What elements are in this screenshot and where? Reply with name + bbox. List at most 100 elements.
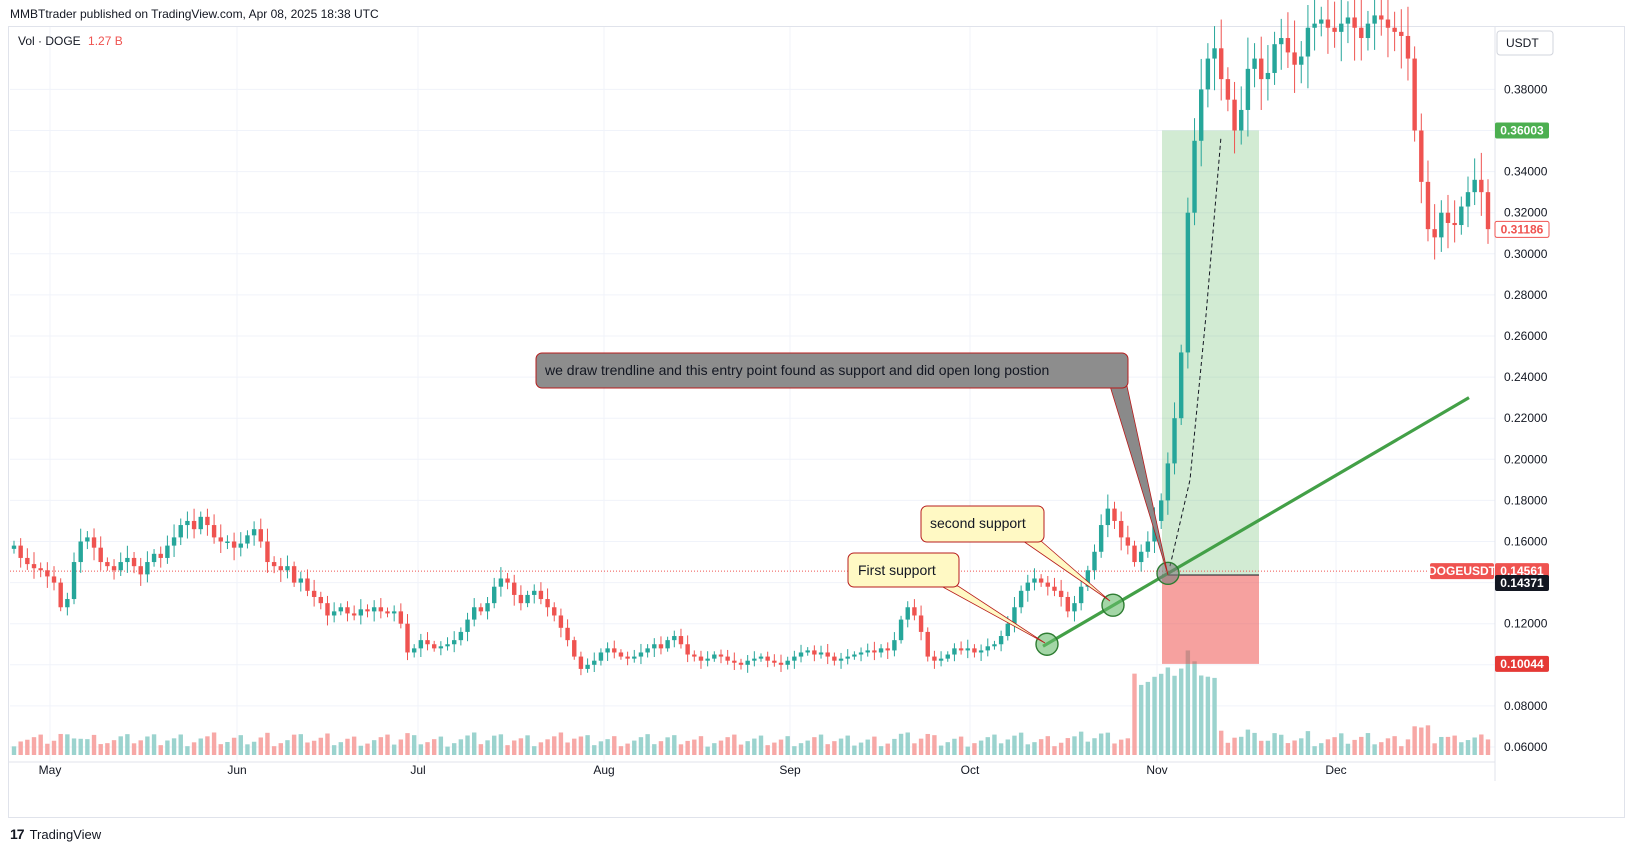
volume-bar (645, 734, 650, 755)
candle-body (265, 541, 270, 563)
candle-body (418, 640, 424, 649)
volume-bar (1372, 744, 1377, 755)
candle-body (612, 648, 617, 653)
volume-bar (58, 733, 63, 755)
volume-bar (865, 739, 870, 755)
loss-zone (1162, 574, 1259, 664)
volume-bar (918, 738, 924, 755)
volume-bar (1252, 732, 1257, 755)
volume-bar (678, 744, 684, 755)
volume-bar (478, 744, 484, 755)
volume-bar (65, 734, 70, 755)
candle-body (878, 648, 884, 653)
candle-body (565, 627, 570, 641)
volume-bar (1205, 676, 1211, 755)
footer-brand[interactable]: 17 TradingView (10, 826, 101, 842)
price-badge (1430, 563, 1494, 580)
volume-bar (378, 737, 384, 755)
candle-body (1178, 352, 1184, 419)
volume-bar (1145, 681, 1151, 755)
volume-bar (1285, 743, 1291, 755)
candle-body (478, 607, 484, 612)
volume-bar (832, 741, 837, 755)
candle-body (371, 607, 377, 612)
volume-bar (1339, 733, 1344, 755)
candle-body (1172, 418, 1177, 464)
candle-body (1392, 27, 1397, 32)
candle-body (885, 648, 890, 651)
volume-bar (1012, 735, 1017, 755)
volume-bar (785, 736, 790, 755)
volume-bar (1379, 742, 1384, 755)
volume-bar (1465, 740, 1471, 755)
volume-bar (78, 738, 83, 755)
candle-body (672, 636, 677, 641)
time-tick-label: May (39, 763, 62, 777)
volume-bar (298, 734, 303, 755)
volume-bar (1052, 746, 1057, 755)
time-tick-label: Aug (593, 763, 614, 777)
candle-body (165, 545, 170, 558)
candle-body (1032, 578, 1037, 583)
candle-body (338, 607, 344, 612)
candle-body (1225, 79, 1231, 100)
candle-body (725, 656, 730, 661)
candle-body (925, 631, 930, 657)
candle-body (365, 609, 370, 612)
candle-body (1445, 212, 1451, 223)
volume-bar (1452, 735, 1457, 755)
candle-body (938, 658, 944, 661)
volume-bar (1125, 738, 1131, 755)
candle-body (765, 656, 770, 661)
candle-body (1325, 19, 1331, 28)
volume-bar (451, 743, 457, 755)
volume-bar (885, 743, 890, 755)
candle-body (698, 656, 704, 661)
candle-body (378, 607, 384, 612)
candle-body (91, 537, 97, 548)
volume-bar (1138, 684, 1144, 755)
candle-body (271, 562, 277, 567)
price-badge-label: 0.14371 (1500, 576, 1544, 590)
price-tick-label: 0.20000 (1504, 452, 1548, 466)
candle-body (625, 656, 630, 659)
volume-bar (685, 740, 690, 755)
volume-bar (1072, 736, 1077, 755)
volume-bar (972, 743, 977, 755)
candle-body (772, 660, 777, 663)
volume-bar (718, 740, 724, 755)
candle-body (1045, 582, 1051, 587)
volume-bar (1352, 739, 1357, 755)
price-tick-label: 0.28000 (1504, 288, 1548, 302)
chart-overlays: we draw trendline and this entry point f… (535, 136, 1470, 656)
volume-bar (418, 744, 424, 755)
candle-body (1065, 596, 1071, 612)
chart-grid (10, 27, 1495, 762)
volume-bar (612, 736, 617, 755)
candle-body (845, 656, 850, 659)
candle-body (1312, 23, 1317, 28)
candle-body (605, 648, 610, 653)
candle-body (145, 562, 150, 575)
volume-bar (125, 734, 130, 755)
volume-bar (472, 732, 477, 755)
candle-body (1038, 578, 1044, 583)
candle-body (898, 619, 904, 641)
volume-bar (965, 746, 970, 755)
volume-bar (512, 740, 517, 755)
volume-bar (1192, 661, 1197, 755)
candle-body (1192, 140, 1197, 213)
volume-bar (1292, 740, 1297, 755)
volume-bar (505, 745, 510, 755)
volume-bar (1032, 742, 1037, 755)
candle-body (945, 654, 950, 659)
candle-body (512, 582, 517, 595)
time-tick-label: Jun (227, 763, 246, 777)
candle-body (1145, 541, 1151, 552)
candle-body (1292, 52, 1297, 65)
candle-body (632, 656, 637, 659)
volume-bar (165, 740, 170, 755)
candle-body (638, 652, 644, 657)
candle-body (592, 660, 597, 665)
